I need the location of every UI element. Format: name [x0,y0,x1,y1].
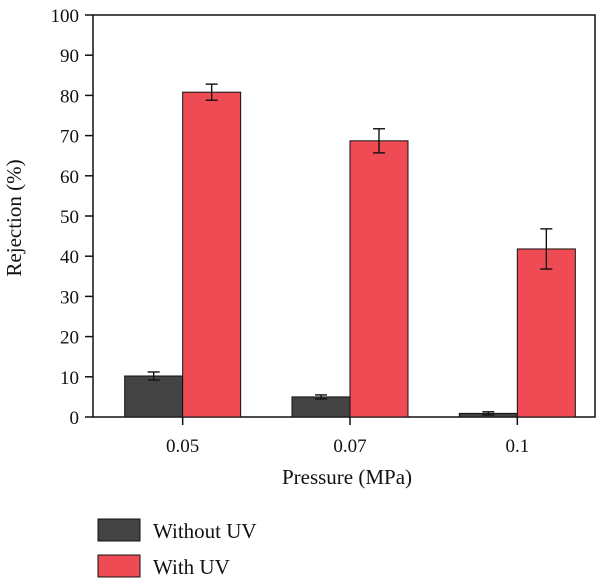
y-tick-label: 10 [60,368,79,389]
bar-with-uv [349,140,409,418]
bar-with-uv [182,91,242,418]
y-tick-label: 30 [60,287,79,308]
plot-area: 0 10 20 30 40 50 60 70 80 90 100 0.05 0.07 0.1 [51,6,596,457]
y-axis-title: Rejection (%) [2,159,26,276]
y-tick-label: 40 [60,247,79,268]
y-tick-label: 90 [60,46,79,67]
x-tick-label: 0.05 [166,436,199,457]
legend-label: With UV [153,555,230,579]
x-tick-label: 0.07 [333,436,366,457]
legend-swatch [97,554,141,578]
x-axis-title: Pressure (MPa) [282,465,412,489]
y-tick-label: 20 [60,328,79,349]
x-tick-label: 0.1 [505,436,529,457]
y-tick-label: 80 [60,86,79,107]
bar-with-uv [516,248,576,418]
legend-swatch [97,518,141,542]
y-tick-label: 70 [60,127,79,148]
legend: Without UV With UV [97,518,257,579]
y-tick-label: 60 [60,167,79,188]
y-tick-label: 50 [60,207,79,228]
y-tick-label: 100 [51,6,80,27]
bar-without-uv [124,375,184,418]
legend-label: Without UV [153,519,257,543]
bar-without-uv [291,396,351,418]
y-tick-label: 0 [70,408,80,429]
